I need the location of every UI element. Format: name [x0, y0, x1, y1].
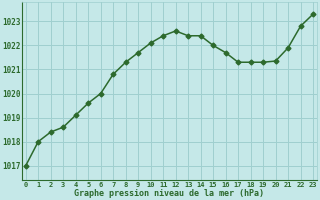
X-axis label: Graphe pression niveau de la mer (hPa): Graphe pression niveau de la mer (hPa) — [74, 189, 264, 198]
